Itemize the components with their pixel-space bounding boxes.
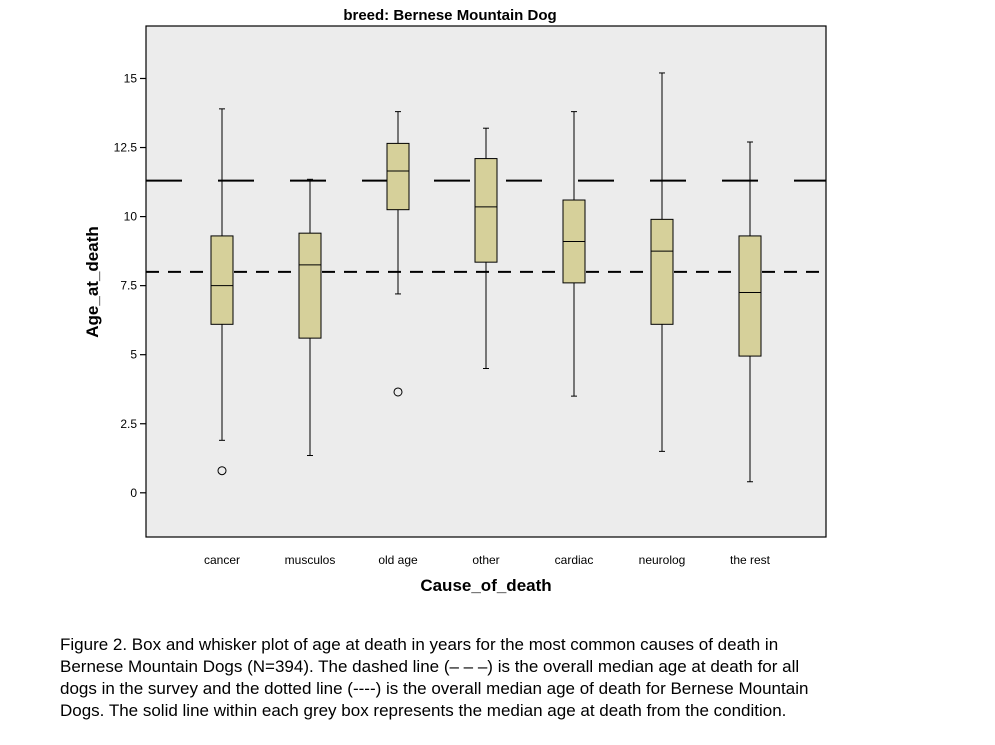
x-tick-label: the rest [730,553,771,567]
x-tick-label: neurolog [639,553,686,567]
y-axis-label: Age_at_death [83,226,102,337]
iqr-box [298,232,322,339]
y-axis: 0 2.5 5 7.5 10 12.5 15 [114,71,146,500]
y-tick-label: 10 [124,210,138,224]
outlier-point [217,466,227,476]
boxes-group [210,72,762,483]
caption-line-4: Dogs. The solid line within each grey bo… [60,701,787,720]
box-plot-chart: breed: Bernese Mountain Dog 0 2.5 5 7.5 10 12… [83,7,827,595]
caption-line-2: Bernese Mountain Dogs (N=394). The dashe… [60,657,800,676]
iqr-box [386,142,410,211]
iqr-box [474,158,498,263]
x-tick-label: other [472,553,499,567]
x-tick-label: musculos [285,553,336,567]
box-other [474,127,498,370]
box-cardiac [562,111,586,397]
x-tick-label: old age [378,553,418,567]
chart-title: breed: Bernese Mountain Dog [343,7,556,24]
x-axis-label: Cause_of_death [420,576,551,595]
box-neurolog [650,72,674,452]
caption-line-1: Figure 2. Box and whisker plot of age at… [60,635,779,654]
iqr-box [650,218,674,325]
figure-caption: Figure 2. Box and whisker plot of age at… [60,634,940,722]
caption-line-3: dogs in the survey and the dotted line (… [60,679,809,698]
y-tick-label: 0 [130,486,137,500]
y-tick-label: 7.5 [120,279,137,293]
box-the-rest [738,141,762,483]
box-musculos [298,178,322,457]
outlier-point [393,387,403,397]
y-tick-label: 5 [130,348,137,362]
iqr-box [210,235,234,325]
x-axis: cancer musculos old age other cardiac neurolo… [204,553,771,567]
y-tick-label: 2.5 [120,417,137,431]
y-tick-label: 12.5 [114,141,138,155]
iqr-box [738,235,762,357]
box-old-age [386,111,410,397]
box-cancer [210,108,234,476]
x-tick-label: cardiac [555,553,594,567]
x-tick-label: cancer [204,553,240,567]
y-tick-label: 15 [124,71,138,85]
